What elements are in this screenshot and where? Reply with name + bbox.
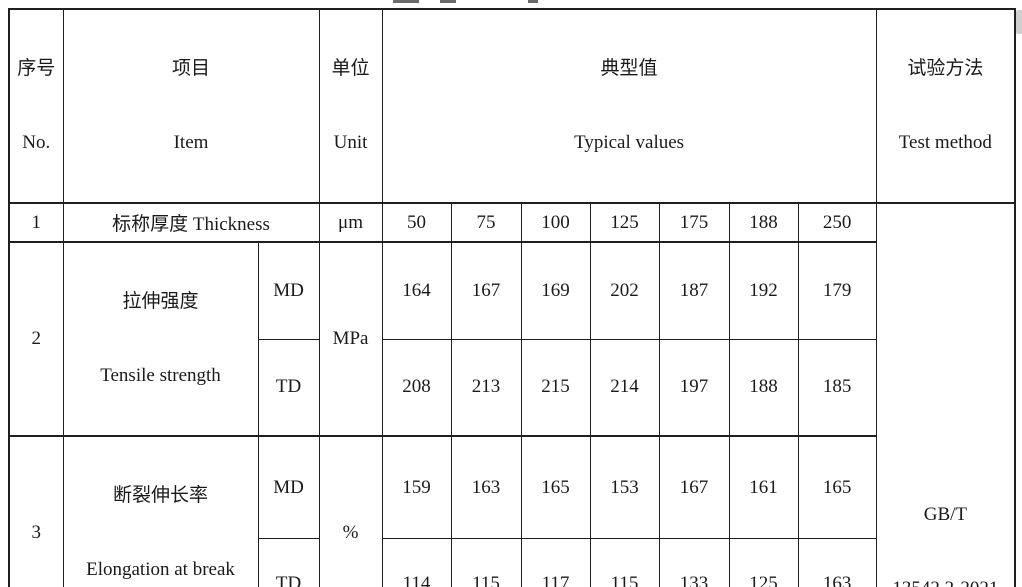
unit-cell: %: [318, 435, 383, 587]
value-cell: 114: [381, 538, 452, 587]
item-en: Elongation at break: [86, 559, 235, 580]
value-cell: 185: [797, 338, 877, 437]
row-no: 2: [8, 241, 64, 437]
value-cell: 167: [450, 241, 522, 340]
label-en: Unit: [333, 132, 368, 153]
direction-label-td: TD: [257, 538, 320, 587]
value-cell: 75: [450, 202, 522, 243]
value-cell: 133: [658, 538, 730, 587]
label-en: Typical values: [574, 132, 685, 153]
value-cell: 187: [658, 241, 730, 340]
value-cell: 164: [381, 241, 452, 340]
value-cell: 213: [450, 338, 522, 437]
row-no: 3: [8, 435, 64, 587]
col-header-typical-values: 典型值 Typical values: [381, 8, 877, 204]
item-label: 拉伸强度 Tensile strength: [62, 241, 259, 437]
direction-label-td: TD: [257, 338, 320, 437]
label-zh: 项目: [172, 58, 211, 79]
value-cell: 165: [520, 435, 591, 540]
label-zh: 序号: [17, 58, 56, 79]
row-no: 1: [8, 202, 64, 243]
header-row: 序号 No. 项目 Item 单位 Unit 典型值 Typical value…: [8, 8, 1016, 204]
clipped-text-artifact: [528, 0, 538, 3]
value-cell: 50: [381, 202, 452, 243]
item-en: Tensile strength: [100, 365, 221, 386]
value-cell: 169: [520, 241, 591, 340]
value-cell: 115: [589, 538, 660, 587]
unit-cell: μm: [318, 202, 383, 243]
value-cell: 208: [381, 338, 452, 437]
direction-label-md: MD: [257, 241, 320, 340]
direction-label-md: MD: [257, 435, 320, 540]
value-cell: 192: [728, 241, 799, 340]
value-cell: 161: [728, 435, 799, 540]
method-line: GB/T: [923, 504, 967, 525]
value-cell: 175: [658, 202, 730, 243]
col-header-unit: 单位 Unit: [318, 8, 383, 204]
label-zh: 典型值: [600, 58, 658, 79]
value-cell: 125: [589, 202, 660, 243]
value-cell: 115: [450, 538, 522, 587]
col-header-test-method: 试验方法 Test method: [875, 8, 1016, 204]
item-label: 标称厚度 Thickness: [62, 202, 320, 243]
value-cell: 153: [589, 435, 660, 540]
col-header-no: 序号 No.: [8, 8, 64, 204]
value-cell: 179: [797, 241, 877, 340]
value-cell: 215: [520, 338, 591, 437]
value-cell: 188: [728, 338, 799, 437]
value-cell: 202: [589, 241, 660, 340]
item-label: 断裂伸长率 Elongation at break: [62, 435, 259, 587]
row-tensile-td: TD 208 213 215 214 197 188 185: [9, 338, 1015, 437]
value-cell: 163: [450, 435, 522, 540]
label-en: Item: [173, 132, 209, 153]
label-zh: 试验方法: [907, 58, 984, 79]
value-cell: 125: [728, 538, 799, 587]
value-cell: 159: [381, 435, 452, 540]
label-en: No.: [22, 132, 51, 153]
value-cell: 188: [728, 202, 799, 243]
label-en: Test method: [898, 132, 992, 153]
row-tensile-md: 2 拉伸强度 Tensile strength MD MPa 164 167 1…: [8, 241, 1015, 437]
value-cell: 214: [589, 338, 660, 437]
unit-cell: MPa: [318, 241, 383, 437]
value-cell: 165: [797, 435, 877, 540]
row-elongation-td: TD 114 115 117 115 133 125 163: [9, 538, 1015, 587]
item-zh: 拉伸强度: [122, 291, 199, 312]
clipped-text-artifact: [393, 0, 419, 3]
row-thickness: 1 标称厚度 Thickness μm 50 75 100 125 175 18…: [8, 202, 1016, 587]
value-cell: 197: [658, 338, 730, 437]
label-zh: 单位: [331, 58, 370, 79]
value-cell: 163: [797, 538, 877, 587]
page-edge-artifact: [1015, 10, 1022, 34]
col-header-item: 项目 Item: [62, 8, 320, 204]
value-cell: 100: [520, 202, 591, 243]
item-zh: 断裂伸长率: [112, 485, 208, 506]
spec-table: 序号 No. 项目 Item 单位 Unit 典型值 Typical value…: [8, 8, 1017, 587]
row-elongation-md: 3 断裂伸长率 Elongation at break MD % 159 163…: [8, 435, 1015, 587]
value-cell: 167: [658, 435, 730, 540]
value-cell: 117: [520, 538, 591, 587]
value-cell: 250: [797, 202, 877, 243]
clipped-text-artifact: [440, 0, 456, 3]
